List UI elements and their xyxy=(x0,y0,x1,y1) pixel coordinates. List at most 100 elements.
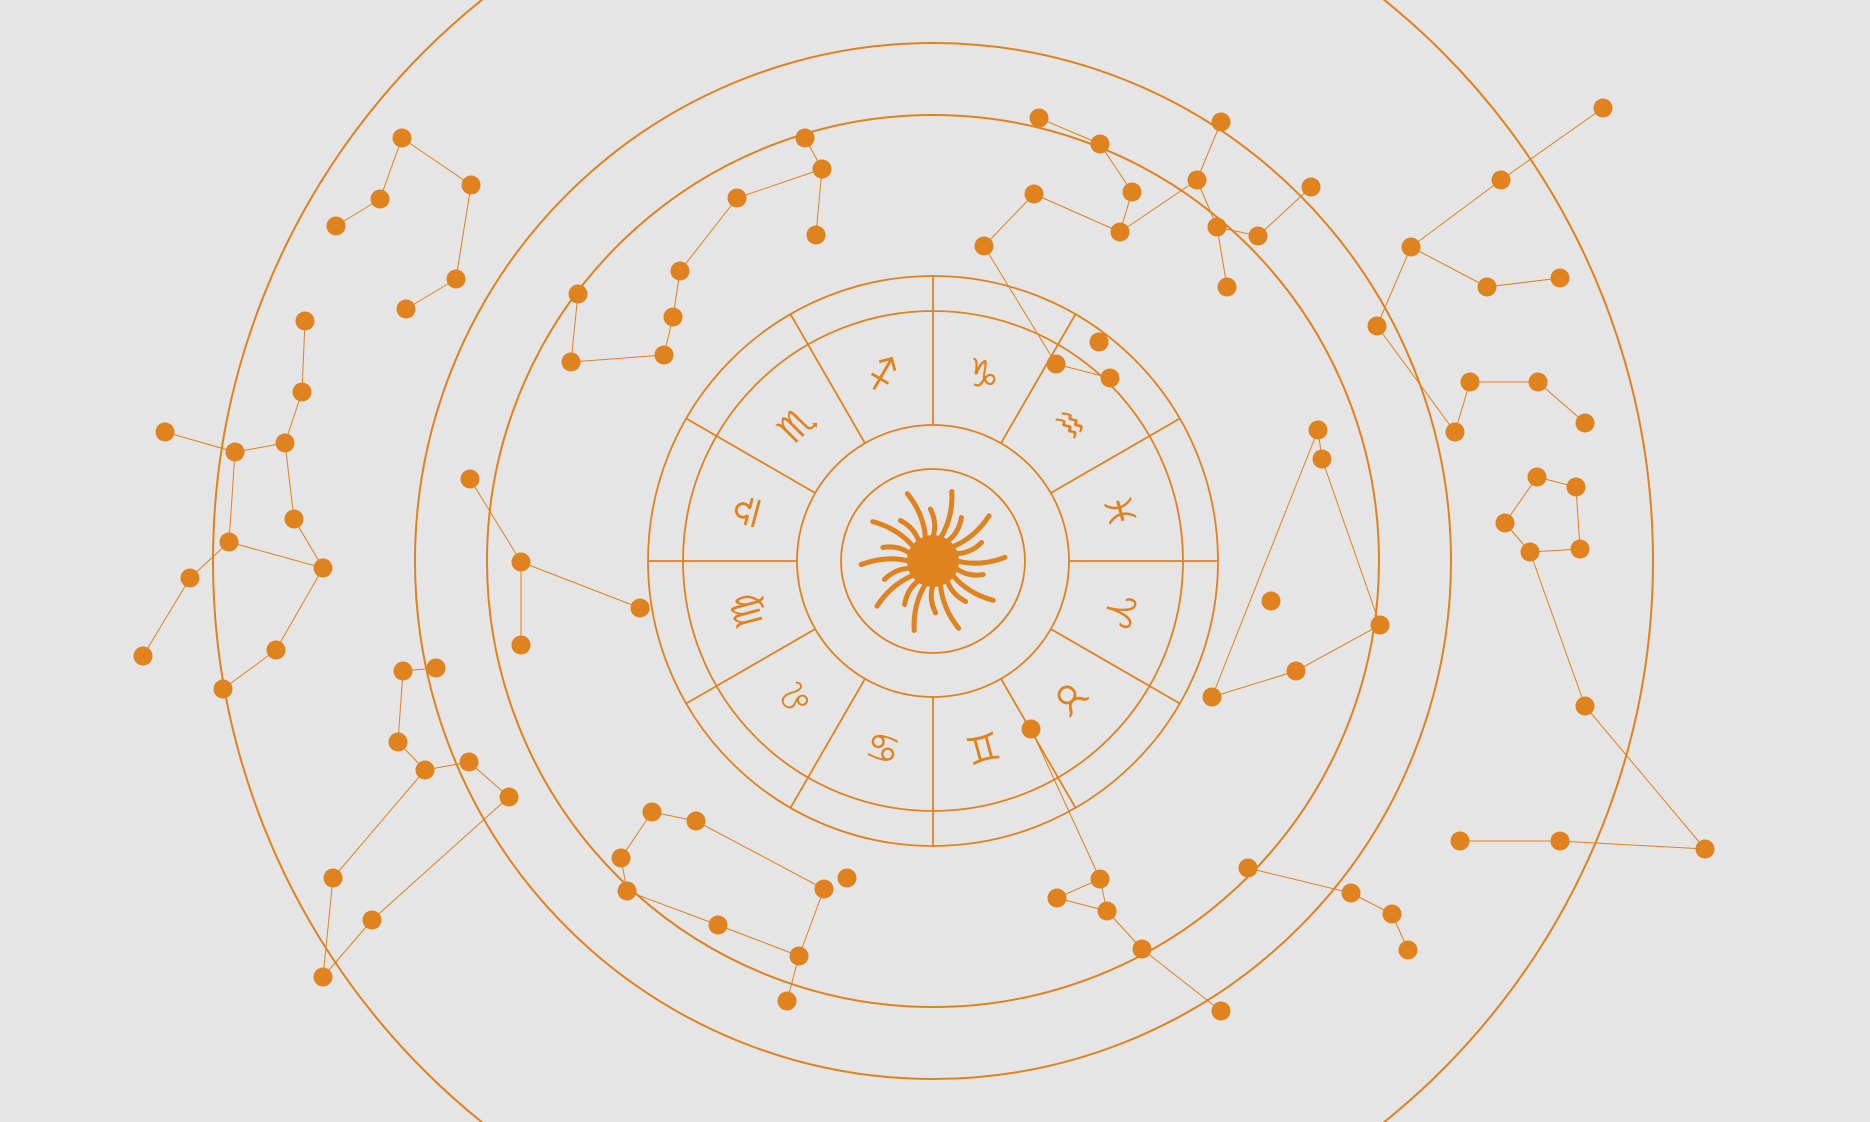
star-dot xyxy=(686,811,706,831)
constellation-line xyxy=(815,168,823,236)
star-dot xyxy=(814,879,834,899)
constellations xyxy=(133,98,1715,1021)
constellation-line xyxy=(1216,226,1228,288)
wheel-sun-ring xyxy=(840,468,1026,654)
wheel-dividers xyxy=(648,276,1218,846)
constellation-line xyxy=(142,577,191,657)
constellation-line xyxy=(397,670,404,743)
constellation-line xyxy=(469,478,522,563)
constellation-line xyxy=(455,184,472,280)
star-dot xyxy=(1089,332,1109,352)
cancer-icon: ♋ xyxy=(861,722,905,773)
star-dot xyxy=(415,760,435,780)
star-dot xyxy=(1261,591,1281,611)
star-dot xyxy=(974,236,994,256)
aries-icon: ♈ xyxy=(1094,589,1145,633)
constellation-line xyxy=(164,431,236,453)
sun-core xyxy=(907,535,959,587)
taurus-icon: ♉ xyxy=(1042,670,1097,725)
star-dot xyxy=(654,345,674,365)
star-dot xyxy=(225,442,245,462)
star-dot xyxy=(295,311,315,331)
wheel-divider xyxy=(685,628,816,705)
wheel-divider xyxy=(1050,417,1181,494)
constellation xyxy=(326,128,481,319)
constellation-line xyxy=(717,924,800,957)
star-dot xyxy=(275,433,295,453)
constellation-line xyxy=(1141,948,1222,1012)
sun-ray xyxy=(944,577,969,604)
star-dot xyxy=(1401,237,1421,257)
constellation-line xyxy=(228,541,324,569)
sun-ray xyxy=(858,556,912,568)
star-dot xyxy=(326,216,346,236)
star-dot xyxy=(1495,513,1515,533)
star-dot xyxy=(1286,661,1306,681)
star-dot xyxy=(1238,858,1258,878)
star-dot xyxy=(396,299,416,319)
star-dot xyxy=(499,787,519,807)
sun-ray xyxy=(881,565,913,583)
star-dot xyxy=(777,991,797,1011)
star-dot xyxy=(1382,904,1402,924)
star-dot xyxy=(1248,226,1268,246)
star-dot xyxy=(789,946,809,966)
leo-icon: ♌ xyxy=(769,670,824,725)
constellation-line xyxy=(379,137,403,200)
constellation-line xyxy=(332,769,426,879)
star-dot xyxy=(727,188,747,208)
star-dot xyxy=(1491,170,1511,190)
star-dot xyxy=(1367,316,1387,336)
star-dot xyxy=(1593,98,1613,118)
sun-ray xyxy=(953,539,985,557)
constellation-line xyxy=(570,293,579,363)
star-dot xyxy=(1047,888,1067,908)
constellation-line xyxy=(405,278,457,310)
star-dot xyxy=(1097,901,1117,921)
constellation-line xyxy=(679,197,738,272)
constellation xyxy=(1238,858,1418,960)
star-dot xyxy=(642,802,662,822)
star-dot xyxy=(1566,477,1586,497)
constellation xyxy=(460,469,650,655)
wheel-divider xyxy=(1000,313,1077,444)
star-dot xyxy=(1575,413,1595,433)
star-dot xyxy=(460,469,480,489)
constellation-line xyxy=(695,820,825,890)
star-dot xyxy=(393,661,413,681)
sun-ray xyxy=(949,513,992,550)
constellation-line xyxy=(1247,867,1352,894)
star-dot xyxy=(1312,449,1332,469)
star-dot xyxy=(133,646,153,666)
constellation-line xyxy=(222,649,277,690)
constellation xyxy=(611,802,857,1011)
sun-ray xyxy=(927,506,938,540)
star-dot xyxy=(1029,108,1049,128)
constellation-line xyxy=(322,919,373,978)
star-dot xyxy=(392,128,412,148)
star-dot xyxy=(1527,467,1547,487)
star-dot xyxy=(313,558,333,578)
wheel-divider xyxy=(789,313,866,444)
pisces-icon: ♓ xyxy=(1094,489,1145,533)
constellation-line xyxy=(1038,117,1101,145)
star-dot xyxy=(1100,368,1120,388)
constellation-line xyxy=(1559,840,1706,850)
constellation xyxy=(1021,719,1231,1021)
constellation xyxy=(561,128,832,372)
constellation xyxy=(974,108,1321,388)
inner-orbit xyxy=(486,114,1380,1008)
aquarius-icon: ♒ xyxy=(1042,397,1097,452)
star-dot xyxy=(1207,217,1227,237)
star-dot xyxy=(1090,869,1110,889)
constellation xyxy=(133,311,333,699)
star-dot xyxy=(1477,277,1497,297)
star-dot xyxy=(388,732,408,752)
star-dot xyxy=(1528,372,1548,392)
sun-icon xyxy=(858,488,1008,634)
star-dot xyxy=(323,868,343,888)
constellation-line xyxy=(1196,121,1222,181)
constellation-line xyxy=(520,561,641,609)
star-dot xyxy=(213,679,233,699)
